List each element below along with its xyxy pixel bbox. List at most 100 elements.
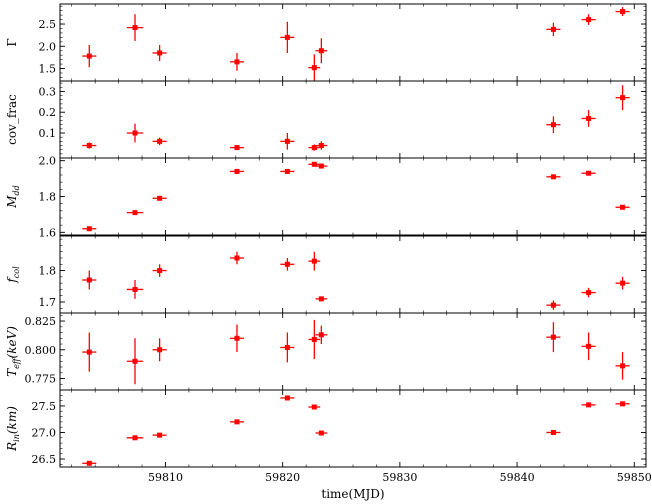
marker bbox=[586, 402, 592, 408]
marker bbox=[86, 226, 92, 232]
data-point bbox=[546, 300, 561, 310]
data-point bbox=[229, 168, 245, 174]
marker bbox=[132, 210, 138, 216]
data-point bbox=[280, 332, 295, 363]
y-tick-label: 2.5 bbox=[39, 18, 57, 31]
data-point bbox=[126, 210, 144, 216]
data-point bbox=[308, 319, 321, 359]
data-point bbox=[546, 116, 561, 134]
y-axis-label: cov_frac bbox=[5, 94, 19, 145]
marker bbox=[620, 9, 626, 15]
data-point bbox=[82, 44, 97, 68]
data-point bbox=[280, 133, 295, 150]
data-point bbox=[280, 258, 295, 271]
y-tick-label: 0.2 bbox=[39, 106, 57, 119]
data-point bbox=[308, 54, 321, 81]
y-tick-label: 1.5 bbox=[39, 63, 57, 76]
data-point bbox=[315, 38, 328, 64]
y-tick-label: 0.825 bbox=[25, 315, 57, 328]
marker bbox=[86, 460, 92, 466]
data-point bbox=[546, 22, 561, 37]
y-tick-label: 0.775 bbox=[25, 373, 57, 386]
data-point bbox=[315, 163, 328, 169]
marker bbox=[318, 163, 324, 169]
data-point bbox=[581, 110, 596, 127]
marker bbox=[284, 261, 290, 267]
data-point bbox=[126, 14, 144, 41]
panels-layer: 1.52.02.5Γ0.10.20.3cov_frac1.61.82.0Mdd1… bbox=[5, 3, 647, 468]
y-tick-label: 0.800 bbox=[25, 344, 57, 357]
marker bbox=[284, 138, 290, 144]
data-point bbox=[126, 338, 144, 385]
marker bbox=[132, 435, 138, 441]
marker bbox=[550, 26, 556, 32]
data-point bbox=[82, 332, 97, 372]
marker bbox=[132, 286, 138, 292]
marker bbox=[284, 168, 290, 174]
x-axis: 59810 59820 59830 59840 59850 time(MJD) bbox=[148, 471, 652, 501]
y-axis-label: Teff(keV) bbox=[5, 326, 21, 377]
data-point bbox=[615, 401, 630, 407]
y-tick-label: 1.8 bbox=[39, 191, 57, 204]
data-point bbox=[581, 170, 596, 176]
data-point bbox=[152, 338, 167, 362]
marker bbox=[284, 34, 290, 40]
data-point bbox=[581, 332, 596, 361]
marker bbox=[318, 296, 324, 302]
marker bbox=[311, 258, 317, 264]
data-point bbox=[581, 287, 596, 298]
marker bbox=[311, 145, 317, 151]
marker bbox=[311, 404, 317, 410]
data-point bbox=[581, 402, 596, 408]
data-point bbox=[82, 460, 97, 466]
y-axis-label: Mdd bbox=[5, 185, 21, 209]
y-tick-label: 0.3 bbox=[39, 85, 57, 98]
marker bbox=[234, 335, 240, 341]
marker bbox=[86, 53, 92, 59]
x-tick-label: 59840 bbox=[500, 471, 535, 484]
marker bbox=[550, 302, 556, 308]
y-axis-label: Γ bbox=[5, 38, 19, 46]
y-tick-label: 0.1 bbox=[39, 127, 57, 140]
data-point bbox=[280, 168, 295, 174]
data-point bbox=[615, 204, 630, 210]
marker bbox=[620, 95, 626, 101]
data-point bbox=[126, 123, 144, 143]
data-point bbox=[315, 430, 328, 436]
marker bbox=[550, 429, 556, 435]
x-axis-label: time(MJD) bbox=[321, 487, 384, 501]
data-point bbox=[152, 137, 167, 146]
marker bbox=[157, 347, 163, 353]
marker bbox=[586, 343, 592, 349]
y-axis-label: Rin(km) bbox=[5, 406, 21, 452]
marker bbox=[86, 349, 92, 355]
panel-3: 1.6 1.8 2.0 Mdd bbox=[5, 155, 647, 239]
data-point bbox=[229, 324, 245, 353]
marker bbox=[157, 138, 163, 144]
data-point bbox=[229, 251, 245, 265]
marker bbox=[586, 115, 592, 121]
marker bbox=[284, 395, 290, 401]
x-tick-label: 59820 bbox=[265, 471, 300, 484]
marker bbox=[318, 430, 324, 436]
marker bbox=[550, 334, 556, 340]
panel-frame bbox=[59, 389, 647, 468]
data-point bbox=[546, 322, 561, 353]
y-tick-label: 2.0 bbox=[39, 40, 57, 53]
x-tick-label: 59830 bbox=[382, 471, 417, 484]
data-point bbox=[229, 52, 245, 71]
marker bbox=[157, 195, 163, 201]
marker bbox=[284, 344, 290, 350]
data-point bbox=[280, 21, 295, 53]
marker bbox=[157, 50, 163, 56]
panel-frame bbox=[59, 157, 647, 236]
y-tick-label: 1.7 bbox=[39, 296, 57, 309]
marker bbox=[318, 143, 324, 149]
marker bbox=[132, 130, 138, 136]
marker bbox=[550, 122, 556, 128]
marker bbox=[234, 419, 240, 425]
marker bbox=[311, 161, 317, 167]
marker bbox=[311, 65, 317, 71]
y-tick-label: 26.5 bbox=[32, 453, 57, 466]
